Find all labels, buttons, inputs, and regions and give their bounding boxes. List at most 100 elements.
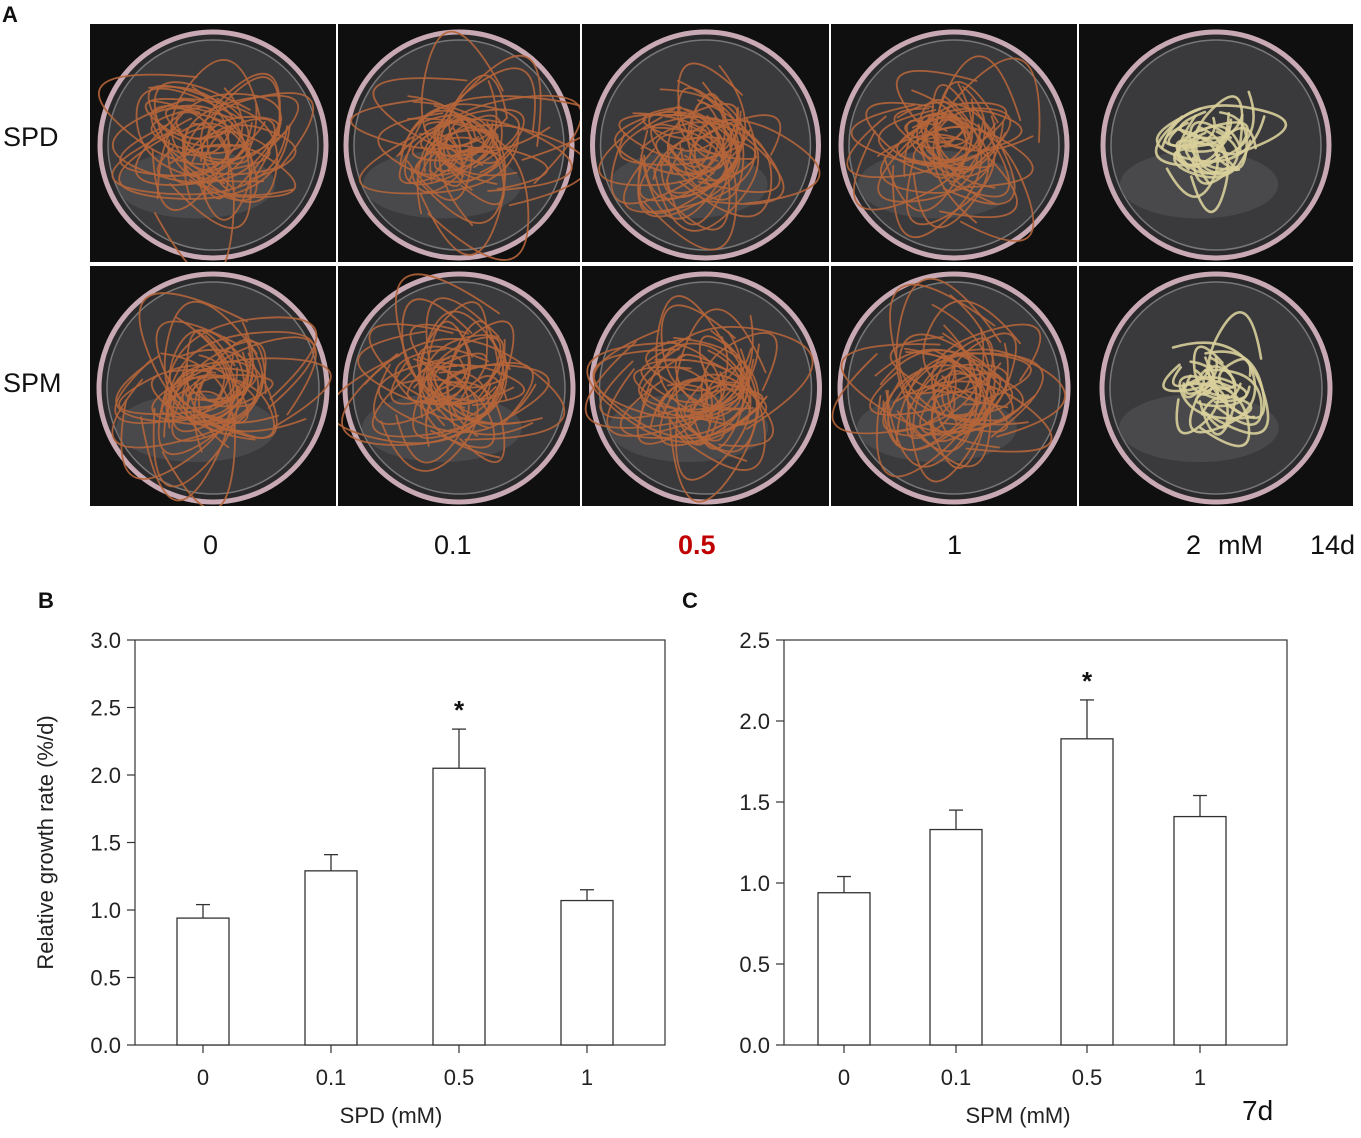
root-strand <box>666 124 729 226</box>
root-strand <box>689 114 782 186</box>
bar <box>304 870 358 1046</box>
root-strand <box>892 380 1053 453</box>
root-strand <box>163 357 332 438</box>
bar <box>432 767 486 1046</box>
concentration-label-0: 0 <box>203 530 219 560</box>
root-strand <box>637 115 741 218</box>
root-strand <box>341 339 506 446</box>
root-strand <box>1173 145 1221 168</box>
x-tick-label: 0.1 <box>941 1065 972 1090</box>
root-strand <box>118 367 238 416</box>
root-strand <box>1188 120 1241 171</box>
root-strand <box>637 65 747 215</box>
root-strand <box>592 329 752 419</box>
root-strand <box>399 95 580 161</box>
root-strand <box>893 107 964 149</box>
root-strand <box>1184 141 1239 176</box>
root-strand <box>151 373 264 426</box>
root-strand <box>407 117 530 261</box>
root-strand <box>364 337 566 441</box>
root-strand <box>931 390 1009 433</box>
root-strand <box>1154 112 1231 167</box>
root-strand <box>151 86 230 211</box>
root-strand <box>157 336 246 456</box>
bar <box>1060 738 1114 1046</box>
root-strand <box>395 357 470 464</box>
root-strand <box>906 106 996 226</box>
root-strand <box>169 360 250 416</box>
root-strand <box>438 54 542 227</box>
root-strand <box>160 352 236 506</box>
root-strand <box>396 118 573 192</box>
glare <box>362 150 522 219</box>
y-tick-label: 3.0 <box>90 628 121 653</box>
root-strand <box>654 358 766 471</box>
root-strand <box>181 125 252 164</box>
root-strand <box>640 359 730 404</box>
x-tick-label: 0.1 <box>316 1065 347 1090</box>
root-strand <box>430 336 502 412</box>
root-strand <box>1171 341 1270 435</box>
root-strand <box>151 99 235 262</box>
root-strand <box>632 112 738 251</box>
root-strand <box>877 109 1007 176</box>
root-strand <box>699 335 742 384</box>
root-strand <box>446 320 501 437</box>
root-strand <box>640 121 785 205</box>
root-strand <box>406 95 473 201</box>
root-strand <box>905 351 992 468</box>
unit-label-mm: mM <box>1218 530 1263 560</box>
root-strand <box>148 85 252 229</box>
root-strand <box>658 348 749 447</box>
root-strand <box>886 332 983 451</box>
root-strand <box>120 331 235 480</box>
bar <box>1173 815 1227 1046</box>
root-strand <box>853 83 974 211</box>
root-strand <box>406 356 471 403</box>
root-strand <box>115 353 234 423</box>
y-tick-label: 0.0 <box>739 1033 770 1058</box>
root-strand <box>358 126 520 195</box>
root-strand <box>182 94 300 174</box>
root-strand <box>846 98 974 179</box>
root-strand <box>357 330 505 406</box>
root-strand <box>182 369 242 403</box>
significance-marker: * <box>1082 666 1093 696</box>
chart-b: 0.0 0.5 1.0 1.5 2.0 2.5 3.0 0 0.1 0.5 * 1 SPD (mM) Re… <box>0 600 680 1138</box>
chart-c: 0.0 0.5 1.0 1.5 2.0 2.5 0 0.1 0.5 * 1 SPM (mM) <box>680 600 1360 1138</box>
root-strand <box>154 104 258 202</box>
root-strand <box>1215 126 1257 172</box>
x-tick-label: 1 <box>1194 1065 1206 1090</box>
petri-dish-photo <box>582 24 829 262</box>
root-strand <box>395 273 543 425</box>
root-strand <box>350 98 508 150</box>
root-strand <box>1205 368 1263 426</box>
root-strand <box>1207 311 1263 415</box>
panel-c-letter: C <box>682 588 698 613</box>
y-tick-label: 0.5 <box>739 952 770 977</box>
root-strand <box>915 384 978 417</box>
root-strand <box>675 342 752 481</box>
root-strand <box>618 113 745 161</box>
root-strand <box>167 331 316 429</box>
root-strand <box>592 348 767 439</box>
panel-b-letter: B <box>38 588 54 613</box>
petri-dish-photo <box>338 266 580 506</box>
concentration-label-1: 1 <box>947 530 963 560</box>
bar <box>817 892 871 1046</box>
root-strand <box>437 67 536 191</box>
petri-dish-photo <box>338 24 580 262</box>
y-tick-label: 2.5 <box>90 696 121 721</box>
y-tick-label: 1.0 <box>90 898 121 923</box>
root-strand <box>892 95 983 239</box>
y-tick-label: 2.5 <box>739 628 770 653</box>
root-strand <box>409 323 508 389</box>
x-tick-label: 0 <box>838 1065 850 1090</box>
root-strand <box>1175 139 1230 175</box>
root-strand <box>1173 131 1252 179</box>
petri-dish-photo <box>90 266 336 506</box>
root-strand <box>650 123 720 175</box>
y-tick-label: 2.0 <box>739 709 770 734</box>
root-strand <box>377 112 519 183</box>
root-strand <box>876 324 978 478</box>
